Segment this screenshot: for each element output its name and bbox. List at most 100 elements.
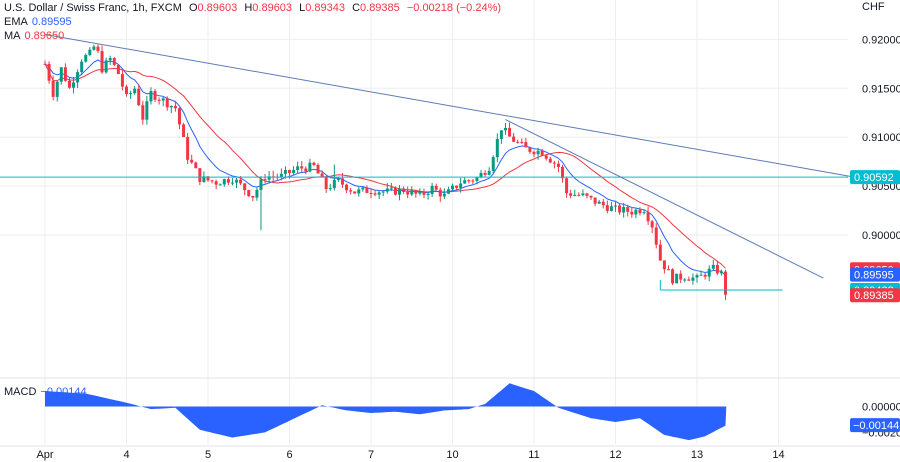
ema-value: 0.89595: [31, 16, 72, 28]
candle-body-20: [125, 86, 128, 95]
candle-body-84: [385, 188, 389, 192]
time-tick-label: 5: [205, 449, 211, 461]
candle-body-127: [561, 166, 565, 179]
candle-body-41: [210, 180, 214, 182]
candle-body-61: [292, 169, 296, 173]
macd-legend[interactable]: MACD −0.00144: [4, 386, 87, 398]
candle-body-9: [80, 61, 84, 73]
candle-body-40: [206, 176, 210, 181]
candle-body-88: [402, 188, 406, 192]
macd-value-tag-label: −0.00144: [853, 420, 899, 432]
candle-body-122: [540, 150, 544, 156]
candle-body-120: [532, 151, 536, 155]
candle-body-63: [300, 166, 304, 169]
candle-body-134: [589, 195, 593, 198]
candle-body-97: [438, 189, 442, 197]
candle-body-161: [699, 274, 703, 276]
candle-body-95: [430, 185, 434, 194]
candle-body-140: [614, 205, 617, 207]
candle-body-99: [446, 189, 450, 194]
candle-body-143: [626, 206, 630, 212]
candle-body-135: [593, 197, 597, 204]
candle-body-163: [707, 268, 711, 277]
candle-body-147: [642, 212, 646, 214]
candle-body-30: [165, 98, 169, 108]
candle-body-153: [666, 269, 670, 271]
candle-body-141: [618, 205, 622, 213]
high-value: 0.89603: [252, 2, 293, 14]
candle-body-72: [336, 178, 340, 180]
candle-body-130: [573, 194, 577, 196]
candle-body-103: [463, 180, 467, 184]
candle-body-80: [369, 192, 373, 194]
candle-body-139: [609, 206, 613, 211]
candle-body-34: [182, 124, 186, 137]
candle-body-73: [340, 178, 344, 185]
candle-body-64: [304, 168, 308, 172]
candle-body-144: [630, 211, 634, 215]
candle-body-44: [222, 179, 226, 185]
candle-body-148: [646, 212, 650, 222]
grid-lines: [0, 0, 848, 444]
candle-body-66: [312, 162, 316, 165]
candle-body-39: [202, 176, 206, 182]
candle-body-92: [418, 191, 422, 194]
price-tick-label: 0.91000: [862, 132, 900, 144]
candle-body-15: [104, 60, 108, 73]
candle-body-4: [59, 67, 63, 82]
symbol-legend[interactable]: U.S. Dollar / Swiss Franc, 1h, FXCM O0.8…: [4, 2, 501, 14]
candle-body-46: [230, 182, 234, 184]
change-value: −0.00218 (−0.24%): [406, 2, 502, 14]
candle-body-53: [259, 179, 263, 190]
candle-body-55: [267, 176, 271, 180]
price-tick-label: 0.92000: [862, 34, 900, 46]
ema-label: EMA: [4, 16, 28, 28]
ema-legend[interactable]: EMA 0.89595: [4, 16, 72, 28]
candle-body-65: [308, 162, 312, 172]
candle-body-14: [100, 51, 104, 73]
candle-body-16: [108, 58, 112, 61]
candle-body-106: [475, 177, 479, 181]
candle-body-156: [679, 273, 683, 280]
candle-body-13: [96, 46, 100, 52]
candle-body-1: [47, 63, 51, 81]
candle-body-37: [194, 162, 198, 169]
candle-body-87: [398, 188, 402, 195]
candle-body-18: [116, 64, 120, 75]
candle-body-158: [687, 279, 691, 281]
candle-body-24: [141, 105, 145, 120]
ma-legend[interactable]: MA 0.89650: [4, 30, 64, 42]
candle-body-142: [622, 206, 626, 213]
candle-body-81: [373, 193, 377, 195]
time-tick-label: 14: [772, 449, 784, 461]
time-tick-label: 12: [609, 449, 621, 461]
candle-body-48: [239, 179, 243, 184]
candle-body-154: [671, 269, 675, 284]
candle-body-59: [283, 170, 287, 174]
price-tag-label-4: 0.89385: [854, 290, 894, 302]
high-label: H: [244, 2, 253, 14]
candle-body-69: [324, 176, 328, 190]
candle-body-31: [169, 105, 173, 108]
candle-body-82: [377, 192, 381, 195]
candle-body-150: [654, 227, 658, 245]
candle-body-105: [471, 180, 475, 182]
price-tag-0: [850, 170, 900, 185]
time-axis[interactable]: Apr 4 5 6 7 10 11 12 13 14: [36, 449, 784, 461]
candle-body-43: [218, 184, 222, 186]
candle-body-166: [719, 271, 723, 274]
candle-body-126: [556, 163, 560, 167]
candle-body-21: [129, 93, 133, 95]
candlesticks: [43, 44, 728, 301]
price-axis[interactable]: 0.92000 0.91500 0.91000 0.90500 0.90000: [862, 34, 900, 242]
candle-body-3: [55, 81, 59, 97]
candle-body-51: [251, 196, 255, 198]
close-label: C: [352, 2, 361, 14]
candle-body-94: [426, 193, 430, 195]
macd-value: −0.00144: [40, 386, 87, 398]
macd-axis: 0.00000−0.00200−0.00144: [850, 402, 900, 439]
symbol-title: U.S. Dollar / Swiss Franc, 1h, FXCM: [4, 2, 182, 14]
candle-body-129: [569, 193, 573, 196]
candle-body-23: [137, 88, 141, 106]
